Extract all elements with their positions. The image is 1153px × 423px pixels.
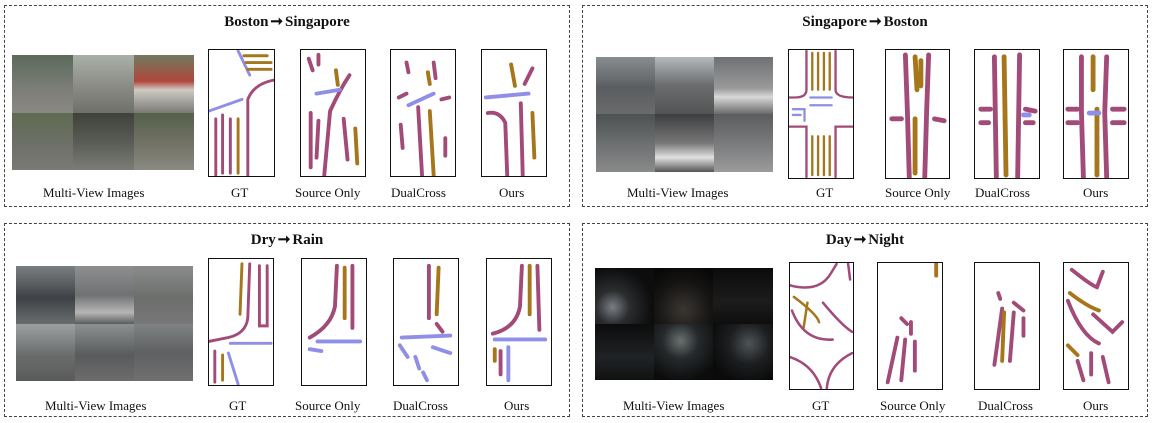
source-only-map-drawing <box>885 263 939 385</box>
ours-map-drawing <box>1065 54 1127 178</box>
source-only-map-drawing <box>307 263 363 354</box>
caption-source-only: Source Only <box>880 398 946 413</box>
title-source: Singapore <box>802 14 867 30</box>
caption-gt: GT <box>812 398 830 413</box>
caption-multi-view: Multi-View Images <box>623 398 725 413</box>
source-only-map <box>885 49 950 179</box>
arrow-icon: ➞ <box>868 14 882 30</box>
panel-singapore-boston: Singapore ➞ Boston <box>582 5 1148 207</box>
dualcross-map <box>974 49 1040 179</box>
title-source: Day <box>825 232 852 248</box>
title-target: Night <box>868 232 905 248</box>
ours-map-drawing <box>483 62 537 176</box>
caption-gt: GT <box>816 185 834 200</box>
title-target: Singapore <box>285 14 350 30</box>
panel-title: Boston ➞ Singapore <box>5 12 569 31</box>
ours-map <box>481 49 547 177</box>
caption-dualcross: DualCross <box>978 398 1033 413</box>
caption-multi-view: Multi-View Images <box>627 185 729 200</box>
ours-map-drawing <box>490 263 548 383</box>
dualcross-map <box>974 262 1040 390</box>
ours-map-drawing <box>1065 267 1125 385</box>
caption-dualcross: DualCross <box>393 398 448 413</box>
caption-source-only: Source Only <box>295 185 361 200</box>
caption-ours: Ours <box>1083 185 1109 200</box>
caption-source-only: Source Only <box>295 398 361 413</box>
dualcross-map-drawing <box>992 291 1026 367</box>
dualcross-map-drawing <box>396 60 452 176</box>
arrow-icon: ➞ <box>270 14 283 30</box>
caption-dualcross: DualCross <box>391 185 446 200</box>
dualcross-map-drawing <box>397 263 453 383</box>
title-source: Dry <box>250 232 276 248</box>
gt-map <box>789 262 854 390</box>
gt-map <box>208 49 275 177</box>
multi-view-images <box>16 266 193 381</box>
source-only-map <box>877 262 943 390</box>
caption-source-only: Source Only <box>885 185 951 200</box>
panel-title: Day ➞ Night <box>583 230 1147 249</box>
caption-ours: Ours <box>499 185 525 200</box>
ours-map <box>486 258 552 386</box>
source-only-map <box>301 258 367 386</box>
gt-map <box>208 258 274 386</box>
ours-map <box>1063 49 1129 179</box>
panel-dry-rain: Dry ➞ Rain <box>4 223 570 417</box>
arrow-icon: ➞ <box>853 232 867 248</box>
caption-gt: GT <box>231 185 249 200</box>
gt-map-drawing <box>790 263 853 389</box>
source-only-map-drawing <box>889 52 947 178</box>
panel-boston-singapore: Boston ➞ Singapore <box>4 5 570 207</box>
multi-view-images <box>595 268 773 380</box>
caption-dualcross: DualCross <box>975 185 1030 200</box>
title-target: Rain <box>292 232 324 248</box>
caption-gt: GT <box>229 398 247 413</box>
caption-ours: Ours <box>504 398 530 413</box>
panel-day-night: Day ➞ Night <box>582 223 1148 417</box>
gt-map-drawing <box>209 50 274 176</box>
gt-map-drawing <box>209 262 273 385</box>
source-only-map-drawing <box>306 52 360 176</box>
title-source: Boston <box>224 14 269 30</box>
dualcross-map-drawing <box>978 52 1038 178</box>
arrow-icon: ➞ <box>277 232 291 248</box>
multi-view-images <box>596 57 773 172</box>
title-target: Boston <box>883 14 928 30</box>
caption-multi-view: Multi-View Images <box>43 185 145 200</box>
multi-view-images <box>12 55 194 170</box>
ours-map <box>1063 262 1129 390</box>
dualcross-map <box>393 258 459 386</box>
gt-map-drawing <box>789 50 853 178</box>
caption-ours: Ours <box>1083 398 1109 413</box>
gt-map <box>788 49 854 179</box>
source-only-map <box>300 49 366 177</box>
panel-title: Dry ➞ Rain <box>5 230 569 249</box>
panel-title: Singapore ➞ Boston <box>583 12 1147 31</box>
dualcross-map <box>390 49 456 177</box>
caption-multi-view: Multi-View Images <box>45 398 147 413</box>
